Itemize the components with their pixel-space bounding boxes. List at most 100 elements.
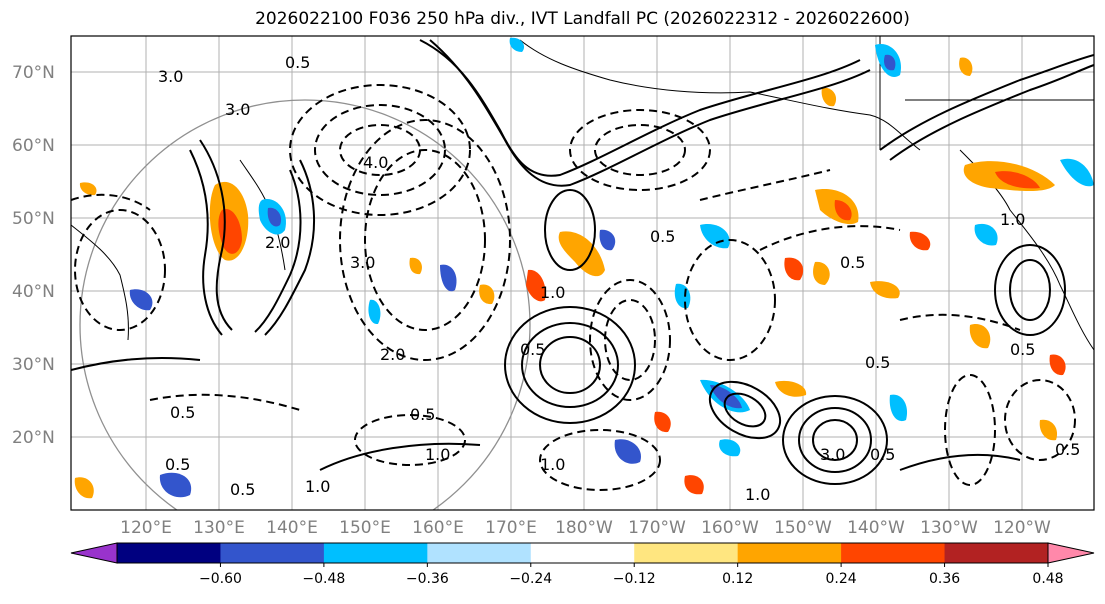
- colorbar-tick-label: −0.12: [613, 571, 656, 587]
- lat-label: 30°N: [12, 355, 55, 375]
- positive-div-region: [870, 281, 900, 299]
- contour-label: 0.5: [165, 455, 190, 474]
- positive-div-region: [74, 477, 94, 499]
- map-frame: [70, 35, 1095, 511]
- colorbar-segment: [737, 543, 842, 563]
- lat-label: 70°N: [12, 63, 55, 83]
- negative-div-region: [267, 207, 282, 227]
- lat-label: 20°N: [12, 428, 55, 448]
- colorbar-tick-label: 0.12: [722, 571, 753, 587]
- positive-div-region: [479, 284, 495, 305]
- contour-label: 1.0: [1000, 210, 1025, 229]
- colorbar-segment: [944, 543, 1049, 563]
- contour-label: 3.0: [158, 67, 183, 86]
- lon-label: 120°E: [120, 518, 172, 538]
- positive-div-region: [409, 257, 422, 275]
- lon-label: 150°W: [774, 518, 832, 538]
- colorbar-segment: [841, 543, 946, 563]
- colorbar-segment: [530, 543, 635, 563]
- positive-div-region: [1049, 354, 1066, 376]
- contour-label: 0.5: [1055, 440, 1080, 459]
- colorbar: −0.60 −0.48 −0.36 −0.24 −0.12 0.12 0.24 0.36 0.4…: [70, 542, 1095, 587]
- contour-label: 0.5: [410, 405, 435, 424]
- contour-label: 3.0: [225, 100, 250, 119]
- lon-label: 180°W: [555, 518, 613, 538]
- positive-div-region: [821, 87, 837, 107]
- colorbar-segment: [220, 543, 325, 563]
- colorbar-tick-label: −0.48: [302, 571, 345, 587]
- lon-label: 140°E: [266, 518, 318, 538]
- positive-div-region: [834, 200, 852, 221]
- contour-label: 0.5: [285, 53, 310, 72]
- lon-label: 160°E: [412, 518, 464, 538]
- dashed-contours: [71, 84, 1076, 491]
- colorbar-segment: [634, 543, 739, 563]
- negative-div-region: [159, 472, 192, 498]
- negative-div-region: [1060, 158, 1094, 187]
- plot-title: 2026022100 F036 250 hPa div., IVT Landfa…: [255, 9, 910, 29]
- negative-div-region: [368, 299, 381, 325]
- positive-div-region: [813, 261, 830, 285]
- colorbar-ticks: −0.60 −0.48 −0.36 −0.24 −0.12 0.12 0.24 0.36 0.4…: [199, 563, 1064, 587]
- range-ring: [79, 99, 531, 510]
- colorbar-extend-min: [70, 542, 118, 564]
- negative-div-region: [889, 394, 908, 422]
- longitude-labels: 120°E 130°E 140°E 150°E 160°E 170°E 180°…: [120, 518, 1051, 538]
- negative-div-region: [884, 54, 896, 71]
- contour-label: 3.0: [350, 253, 375, 272]
- divergence-shading: [74, 37, 1094, 499]
- contour-label: 2.0: [265, 233, 290, 252]
- positive-div-region: [79, 182, 97, 196]
- lon-label: 140°W: [847, 518, 905, 538]
- colorbar-tick-label: 0.48: [1032, 571, 1063, 587]
- positive-div-region: [684, 475, 704, 495]
- lon-label: 170°E: [485, 518, 537, 538]
- negative-div-region: [129, 289, 153, 311]
- colorbar-segment: [323, 543, 428, 563]
- contour-label: 1.0: [305, 477, 330, 496]
- positive-div-region: [959, 57, 973, 76]
- contour-labels: 3.0 0.5 3.0 4.0 2.0 3.0 0.5 0.5 1.0 0.5 …: [158, 53, 1080, 504]
- colorbar-frame: [116, 542, 1049, 564]
- lat-label: 40°N: [12, 282, 55, 302]
- negative-div-region: [599, 229, 616, 251]
- contour-label: 4.0: [363, 153, 388, 172]
- lon-label: 130°W: [920, 518, 978, 538]
- negative-div-region: [614, 439, 641, 464]
- map-panel: 3.0 0.5 3.0 4.0 2.0 3.0 0.5 0.5 1.0 0.5 …: [71, 36, 1094, 510]
- negative-div-region: [509, 37, 525, 52]
- contour-label: 0.5: [230, 480, 255, 499]
- positive-div-region: [969, 324, 991, 349]
- positive-div-region: [1039, 419, 1058, 441]
- lon-label: 130°E: [193, 518, 245, 538]
- colorbar-segment: [117, 543, 221, 563]
- lat-label: 60°N: [12, 136, 55, 156]
- contour-label: 0.5: [865, 353, 890, 372]
- colorbar-tick-label: 0.36: [929, 571, 960, 587]
- positive-div-region: [995, 171, 1040, 189]
- negative-div-region: [440, 264, 457, 292]
- contour-label: 2.0: [380, 345, 405, 364]
- contour-label: 1.0: [540, 455, 565, 474]
- contour-label: 0.5: [170, 403, 195, 422]
- colorbar-extend-max: [1047, 542, 1095, 564]
- positive-div-region: [654, 411, 671, 433]
- latitude-labels: 70°N 60°N 50°N 40°N 30°N 20°N: [12, 63, 55, 448]
- contour-label: 0.5: [870, 445, 895, 464]
- positive-div-region: [784, 257, 804, 281]
- negative-div-region: [700, 224, 730, 249]
- negative-div-region: [710, 385, 742, 409]
- colorbar-segments: [117, 543, 1049, 563]
- contour-label: 3.0: [820, 445, 845, 464]
- lat-label: 50°N: [12, 209, 55, 229]
- contour-label: 0.5: [650, 227, 675, 246]
- negative-div-region: [974, 223, 998, 246]
- contour-label: 0.5: [1010, 340, 1035, 359]
- contour-label: 1.0: [425, 445, 450, 464]
- positive-div-region: [558, 231, 605, 277]
- lon-label: 160°W: [701, 518, 759, 538]
- colorbar-tick-label: −0.24: [509, 571, 552, 587]
- positive-div-region: [526, 269, 546, 302]
- negative-div-region: [719, 439, 741, 457]
